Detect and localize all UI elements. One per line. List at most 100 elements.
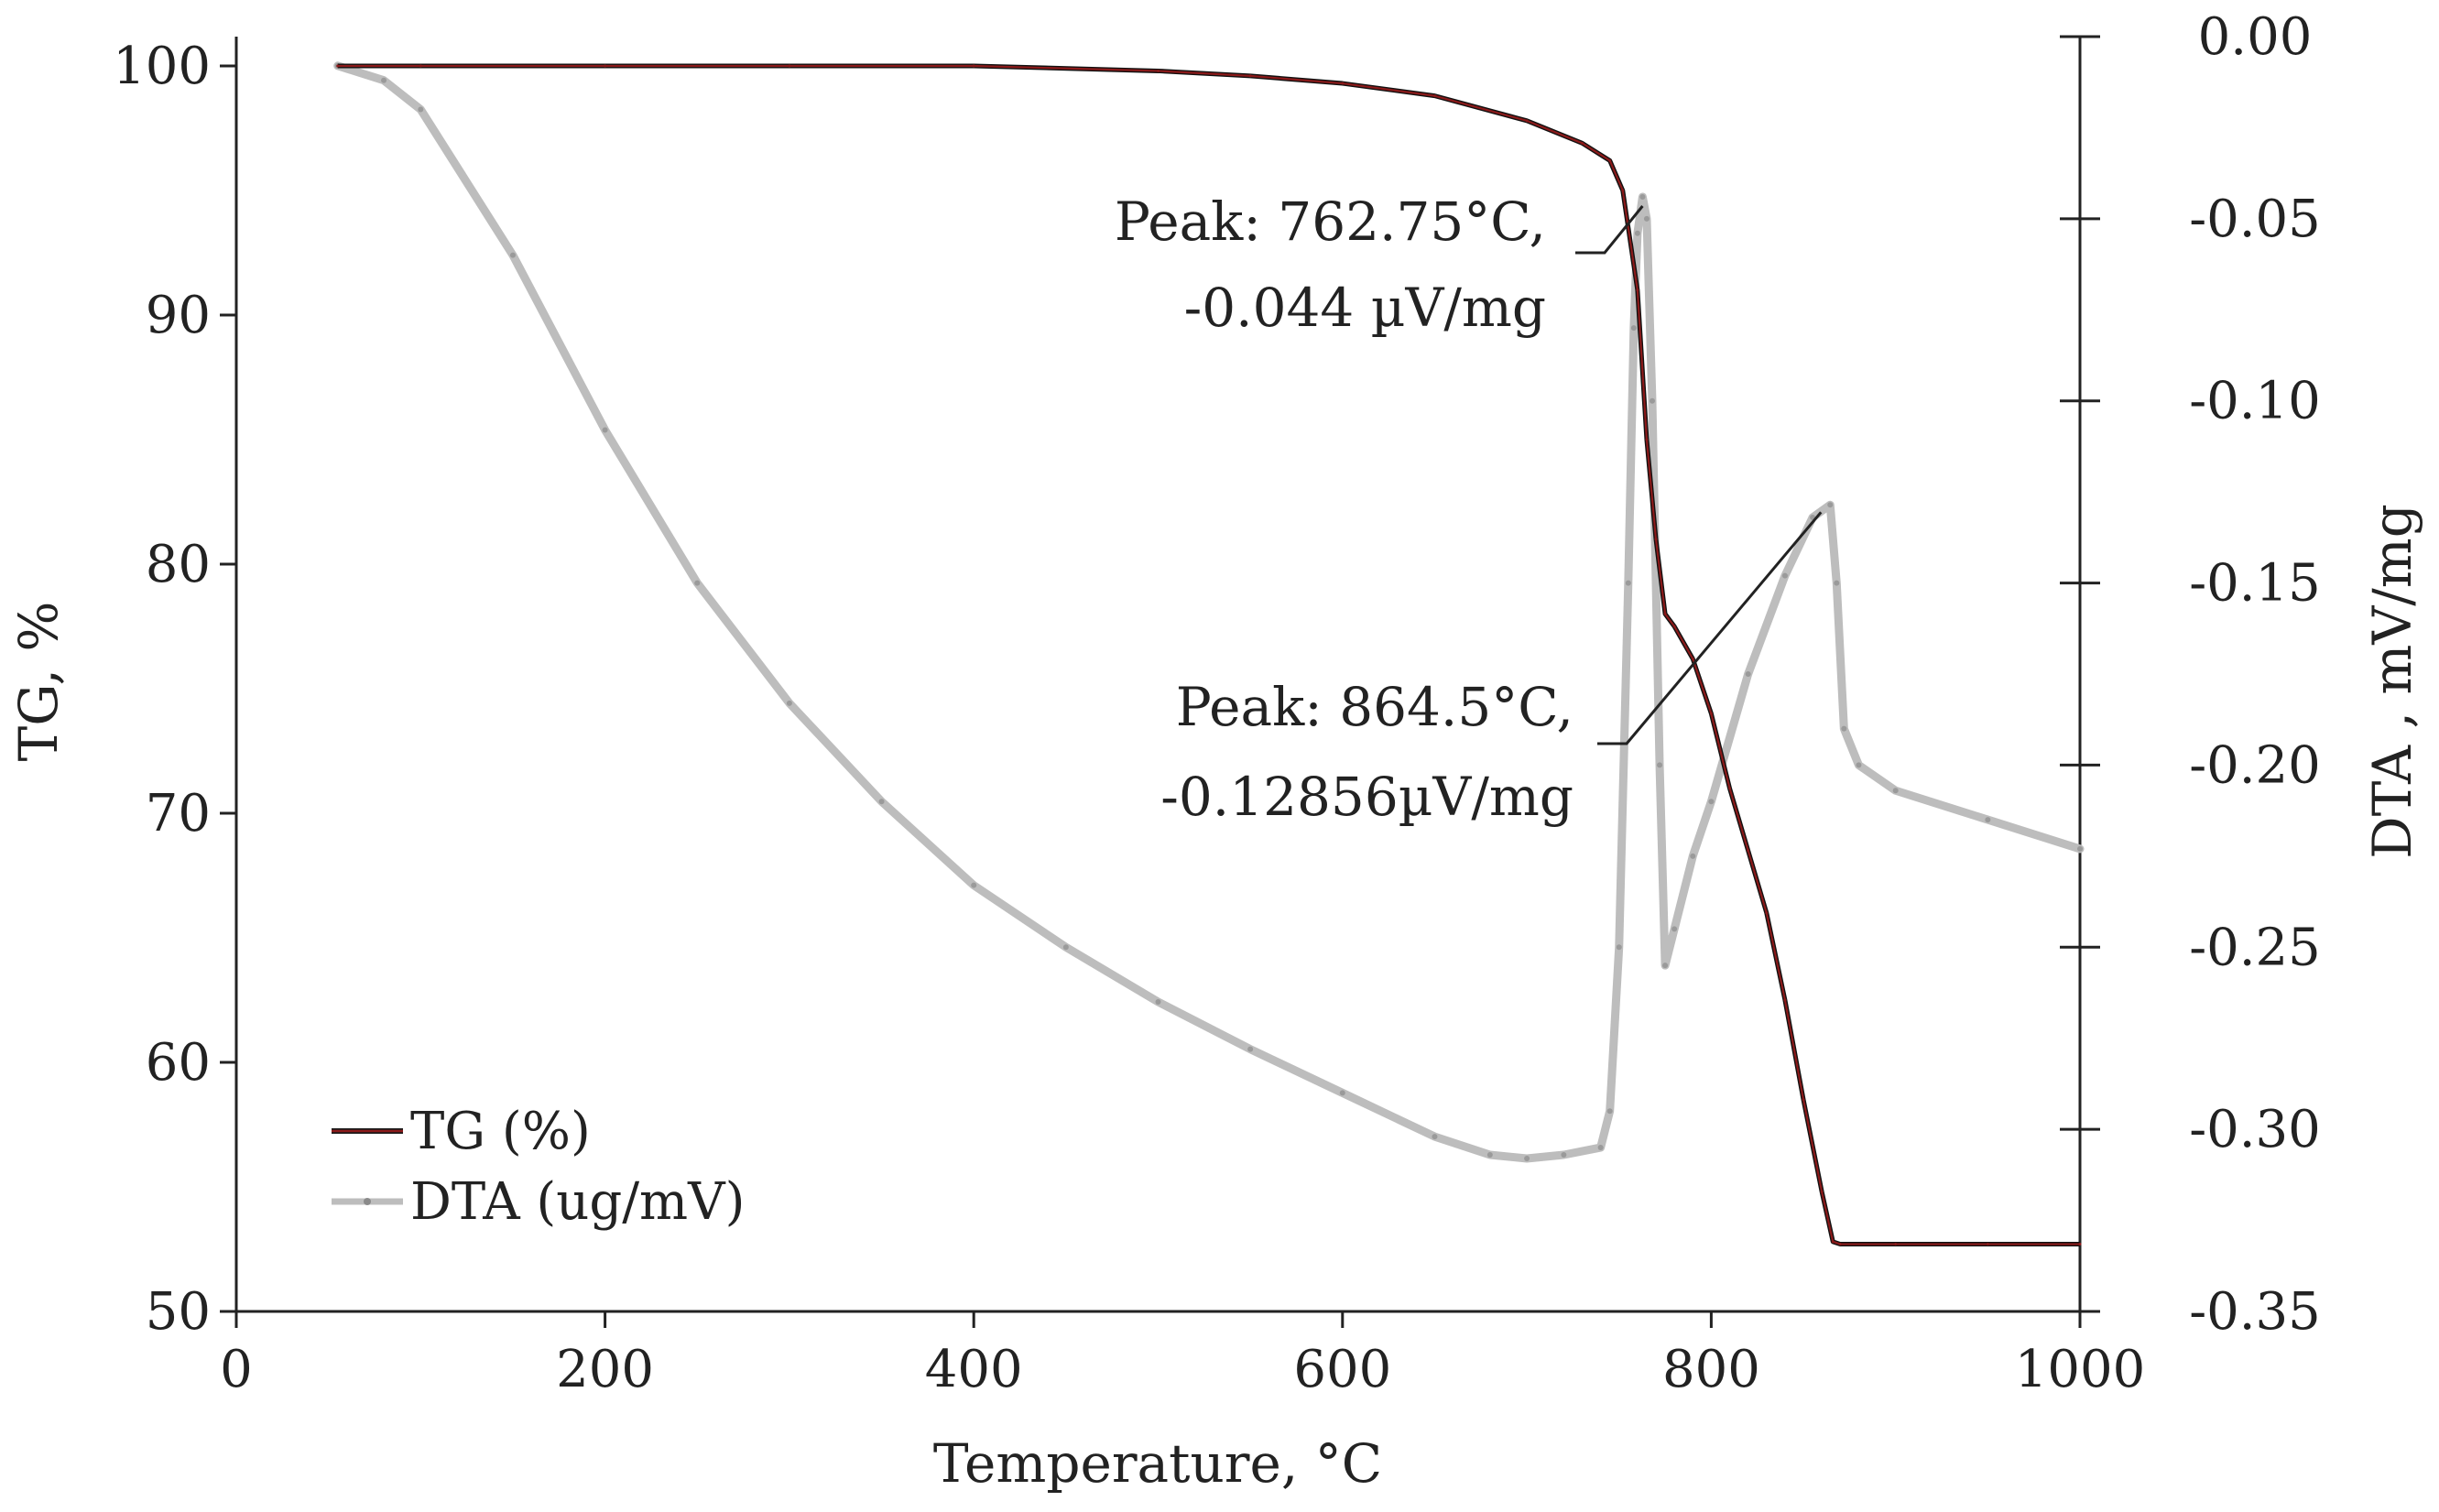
tg-data-point — [1783, 998, 1787, 1002]
tg-data-point — [1672, 625, 1676, 628]
dta-data-point — [1630, 325, 1637, 332]
y-tick-label: 80 — [146, 535, 211, 594]
dta-data-point — [1625, 580, 1631, 586]
dta-data-point — [1708, 799, 1715, 805]
tg-data-point — [1894, 1243, 1898, 1246]
dta-data-point — [878, 799, 885, 805]
tg-data-point — [1654, 538, 1658, 541]
annotation-peak-1-leader — [1575, 205, 1644, 255]
dta-data-point — [1781, 572, 1788, 579]
dta-data-point — [1486, 1151, 1493, 1158]
dta-data-point — [1745, 671, 1751, 677]
tg-data-point — [1432, 94, 1436, 98]
tg-data-point — [1820, 1190, 1824, 1193]
dta-data-point — [1671, 926, 1678, 932]
dta-data-point — [1062, 944, 1069, 951]
tg-data-point — [604, 64, 607, 68]
tg-data-point — [1636, 288, 1639, 292]
annotation-peak-1-line-2: -0.044 µV/mg — [1184, 277, 1546, 339]
tg-data-point — [1608, 158, 1612, 162]
dta-data-point — [1597, 1145, 1604, 1151]
ticks: 0 200 400 600 800 1000 50 60 70 80 90 100 0.00 -0.05 -… — [113, 7, 2321, 1399]
tg-data-point — [419, 64, 422, 68]
dta-data-point — [1649, 397, 1655, 404]
tg-data-point — [972, 64, 975, 68]
tg-data-point — [1747, 849, 1750, 853]
dta-data-point — [694, 580, 701, 586]
dta-data-point — [1827, 502, 1834, 508]
y2-tick-label: -0.10 — [2189, 372, 2321, 431]
tg-data-point — [1802, 1098, 1805, 1102]
tg-data-point — [1831, 1240, 1835, 1244]
legend-label-tg: TG (%) — [410, 1102, 591, 1161]
dta-data-point — [602, 427, 608, 433]
y-tick-label: 70 — [146, 784, 211, 843]
legend-label-dta: DTA (ug/mV) — [410, 1172, 745, 1232]
y2-tick-label: -0.15 — [2189, 554, 2321, 614]
tg-data-point — [1986, 1243, 1989, 1246]
tg-data-point — [1691, 657, 1694, 660]
tg-data-point — [1341, 82, 1345, 85]
y2-tick-label: 0.00 — [2198, 7, 2313, 67]
dta-data-point — [1841, 725, 1847, 732]
y-tick-label: 100 — [113, 37, 211, 96]
x-tick-label: 0 — [220, 1340, 253, 1399]
y2-tick-label: -0.35 — [2189, 1282, 2321, 1342]
annotation-peak-1-line-1: Peak: 762.75°C, — [1115, 190, 1546, 253]
dta-data-point — [1339, 1090, 1345, 1096]
dta-data-point — [1639, 193, 1646, 200]
dta-data-point — [786, 700, 792, 706]
dta-data-point — [1634, 230, 1640, 236]
y-axis-left-title: TG, % — [7, 602, 70, 762]
tg-data-point — [1765, 911, 1769, 915]
dta-data-point — [1561, 1151, 1567, 1158]
x-tick-label: 200 — [556, 1340, 654, 1399]
dta-data-point — [1616, 944, 1622, 951]
y-tick-label: 90 — [146, 286, 211, 345]
y2-tick-label: -0.30 — [2189, 1100, 2321, 1159]
y2-tick-label: -0.25 — [2189, 918, 2321, 977]
annotation-peak-2-line-2: -0.12856µV/mg — [1160, 766, 1573, 828]
dta-data-point — [1662, 963, 1669, 969]
legend: TG (%) DTA (ug/mV) — [332, 1102, 745, 1232]
tg-data-point — [1663, 612, 1667, 615]
dta-data-point — [1690, 853, 1696, 859]
x-tick-label: 600 — [1293, 1340, 1391, 1399]
dta-data-point — [1643, 215, 1650, 222]
dta-data-point — [509, 252, 516, 258]
tg-data-point — [1525, 119, 1529, 123]
annotations: Peak: 762.75°C, -0.044 µV/mg Peak: 864.5°C… — [1115, 190, 1823, 828]
tg-data-point — [788, 64, 791, 68]
tg-data-point — [1709, 712, 1713, 715]
dta-data-point — [1892, 788, 1899, 794]
x-tick-label: 1000 — [2015, 1340, 2146, 1399]
tg-data-point — [1248, 74, 1252, 78]
tg-data-point — [1157, 69, 1160, 72]
dta-data-point — [971, 882, 977, 888]
x-tick-label: 800 — [1662, 1340, 1760, 1399]
x-axis-title: Temperature, °C — [933, 1432, 1382, 1495]
y2-tick-label: -0.05 — [2189, 190, 2321, 249]
tg-data-point — [1645, 438, 1649, 441]
dta-data-point — [2077, 845, 2083, 852]
dta-data-point — [1657, 762, 1663, 768]
dta-data-point — [1155, 998, 1161, 1005]
y-tick-label: 50 — [146, 1282, 211, 1342]
dta-data-point — [1856, 762, 1862, 768]
tg-data-point — [1621, 189, 1625, 192]
dta-data-point — [418, 106, 424, 113]
y-axis-right-title: DTA , mV/mg — [2361, 504, 2423, 859]
annotation-peak-2-leader — [1597, 511, 1823, 745]
dta-data-point — [1985, 817, 1991, 823]
x-tick-label: 400 — [925, 1340, 1023, 1399]
y-tick-label: 60 — [146, 1033, 211, 1093]
dta-data-point — [1524, 1155, 1530, 1161]
dta-data-point — [1606, 1108, 1613, 1115]
legend-marker-dta — [364, 1198, 371, 1205]
tg-data-point — [1838, 1243, 1842, 1246]
dta-data-point — [1432, 1134, 1438, 1140]
dta-data-point — [1247, 1046, 1254, 1052]
tg-data-point — [2078, 1243, 2082, 1246]
